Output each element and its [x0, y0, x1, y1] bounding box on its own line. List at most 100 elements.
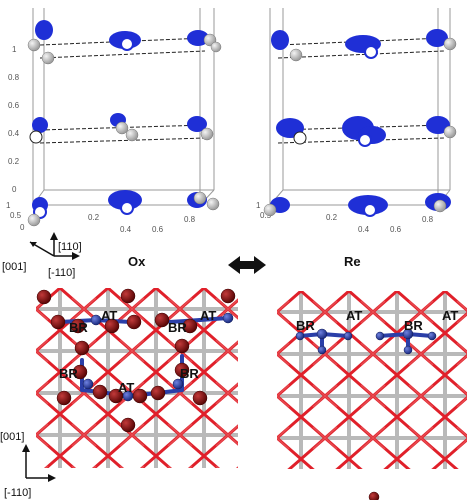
surface-atom — [210, 41, 222, 53]
x-tick-05: 0.5 — [260, 211, 272, 220]
oxygen-adatom — [132, 388, 148, 404]
oxygen-adatom — [126, 314, 142, 330]
surface-atom — [115, 121, 129, 135]
surface-atom — [193, 191, 207, 205]
re-density-plot: 1 0.5 0.2 0.4 0.6 0.8 — [256, 8, 457, 234]
oxygen-adatom — [70, 318, 86, 334]
z-tick-0: 0 — [12, 185, 17, 194]
density-blob — [187, 116, 207, 132]
surface-atom — [358, 133, 372, 147]
ox-panel-label: Ox — [128, 254, 146, 269]
y-tick-04: 0.4 — [358, 225, 370, 234]
site-label-at: AT — [442, 308, 458, 323]
oxygen-atom — [368, 491, 380, 500]
oxygen-adatom — [72, 364, 88, 380]
oxygen-adatom — [192, 390, 208, 406]
ox-dashed-planes — [39, 37, 206, 144]
density-blob — [271, 30, 289, 50]
oxygen-adatom — [154, 312, 170, 328]
x-tick-0: 0 — [20, 223, 25, 232]
titanium-atom — [295, 331, 305, 341]
site-label-br: BR — [296, 318, 315, 333]
oxygen-adatom — [50, 314, 66, 330]
surface-atom — [200, 127, 214, 141]
dir-label-m110: [-110] — [4, 487, 31, 499]
y-tick-06: 0.6 — [390, 225, 402, 234]
re-panel-label: Re — [344, 254, 361, 269]
surface-atom — [29, 130, 43, 144]
z-tick-08: 0.8 — [8, 73, 20, 82]
density-blob — [187, 30, 209, 46]
density-blob — [35, 20, 53, 40]
re-xy-axis-ticks: 1 0.5 0.2 0.4 0.6 0.8 — [256, 201, 434, 234]
z-tick-06: 0.6 — [8, 101, 20, 110]
titanium-atom — [122, 390, 134, 402]
site-label-at: AT — [346, 308, 362, 323]
y-tick-04: 0.4 — [120, 225, 132, 234]
density-blob — [108, 190, 142, 210]
site-label-at: AT — [200, 308, 216, 323]
surface-atom — [433, 199, 447, 213]
ox-oxygen-adatoms — [36, 288, 236, 433]
surface-atom — [125, 128, 139, 142]
density-blob — [32, 117, 48, 133]
site-label-br: BR — [168, 320, 187, 335]
oxygen-adatom — [120, 417, 136, 433]
density-blob — [426, 29, 448, 47]
oxygen-adatom — [220, 288, 236, 304]
dir-label-001: [001] — [0, 431, 24, 443]
surface-atom — [120, 37, 134, 51]
titanium-atom — [317, 345, 327, 355]
ox-surface-structure: BR AT BR AT BR AT BR — [36, 288, 238, 468]
surface-atom — [289, 48, 303, 62]
surface-atom — [364, 45, 378, 59]
re-atoms — [263, 37, 457, 217]
surface-atom — [120, 201, 134, 215]
surface-atom — [443, 125, 457, 139]
z-tick-1: 1 — [12, 45, 17, 54]
surface-atom — [263, 203, 277, 217]
y-tick-06: 0.6 — [152, 225, 164, 234]
site-label-at: AT — [101, 308, 117, 323]
y-tick-02: 0.2 — [88, 213, 100, 222]
site-label-br: BR — [404, 318, 423, 333]
titanium-atom — [427, 331, 437, 341]
titanium-atom — [375, 331, 385, 341]
top-direction-axes: [001] [110] [-110] — [2, 232, 82, 279]
ox-z-axis-ticks: 1 0.8 0.6 0.4 0.2 0 — [8, 45, 20, 194]
surface-atom — [41, 51, 55, 65]
oxygen-adatom — [182, 318, 198, 334]
double-arrow-icon — [228, 256, 266, 274]
ox-xy-axis-ticks: 1 0.5 0 0.2 0.4 0.6 0.8 — [6, 201, 196, 234]
site-label-at: AT — [118, 380, 134, 395]
x-tick-1: 1 — [256, 201, 261, 210]
site-label-br: BR — [180, 366, 199, 381]
dir-label-001: [001] — [2, 261, 26, 273]
surface-atom — [293, 131, 307, 145]
oxygen-adatom — [150, 385, 166, 401]
titanium-atom — [90, 314, 102, 326]
titanium-atom — [82, 378, 94, 390]
titanium-atom — [172, 378, 184, 390]
surface-atom — [363, 203, 377, 217]
oxygen-adatom — [174, 338, 190, 354]
oxygen-adatom — [174, 362, 190, 378]
oxygen-adatom — [36, 289, 52, 305]
surface-atom — [443, 37, 457, 51]
titanium-atom — [316, 328, 328, 340]
surface-atom — [206, 197, 220, 211]
titanium-atom — [403, 345, 413, 355]
bottom-direction-axes: [001] [-110] — [0, 431, 56, 499]
dir-label-m110: [-110] — [48, 267, 75, 279]
oxygen-adatom — [104, 318, 120, 334]
ox-ti-atoms — [82, 312, 234, 402]
oxygen-adatom — [74, 340, 90, 356]
re-dashed-planes — [277, 37, 445, 144]
re-site-labels: BR AT BR AT — [296, 308, 458, 333]
y-tick-08: 0.8 — [184, 215, 196, 224]
surface-atom — [27, 38, 41, 52]
titanium-atom — [343, 331, 353, 341]
z-tick-04: 0.4 — [8, 129, 20, 138]
oxygen-adatom — [56, 390, 72, 406]
